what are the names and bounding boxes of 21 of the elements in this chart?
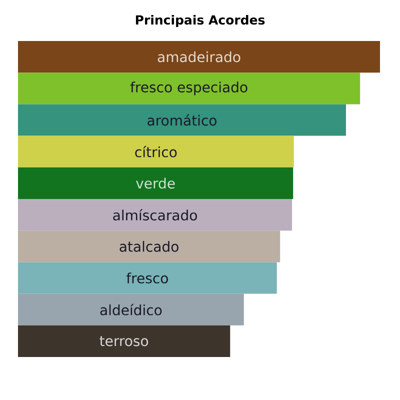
y-tick-label: cítrico	[135, 146, 177, 158]
bar	[18, 136, 294, 168]
bar	[18, 72, 360, 104]
bar	[18, 199, 292, 231]
bar	[18, 104, 346, 136]
y-tick-label: fresco	[126, 272, 168, 284]
bar	[18, 41, 380, 73]
bar	[18, 230, 280, 262]
bar	[18, 167, 294, 200]
y-tick-label: atalcado	[120, 240, 178, 252]
y-tick-label: amadeirado	[158, 51, 240, 62]
y-tick-label: terroso	[100, 336, 148, 346]
bar	[18, 325, 230, 358]
chart-title: Principais Acordes	[136, 14, 265, 28]
bar	[18, 262, 277, 294]
y-tick-label: almíscarado	[113, 209, 197, 221]
y-tick-label: aldeídico	[100, 304, 162, 316]
bar	[18, 294, 244, 326]
y-tick-label: fresco especiado	[130, 82, 248, 96]
y-tick-label: aromático	[148, 114, 216, 126]
y-tick-label: verde	[136, 178, 175, 189]
